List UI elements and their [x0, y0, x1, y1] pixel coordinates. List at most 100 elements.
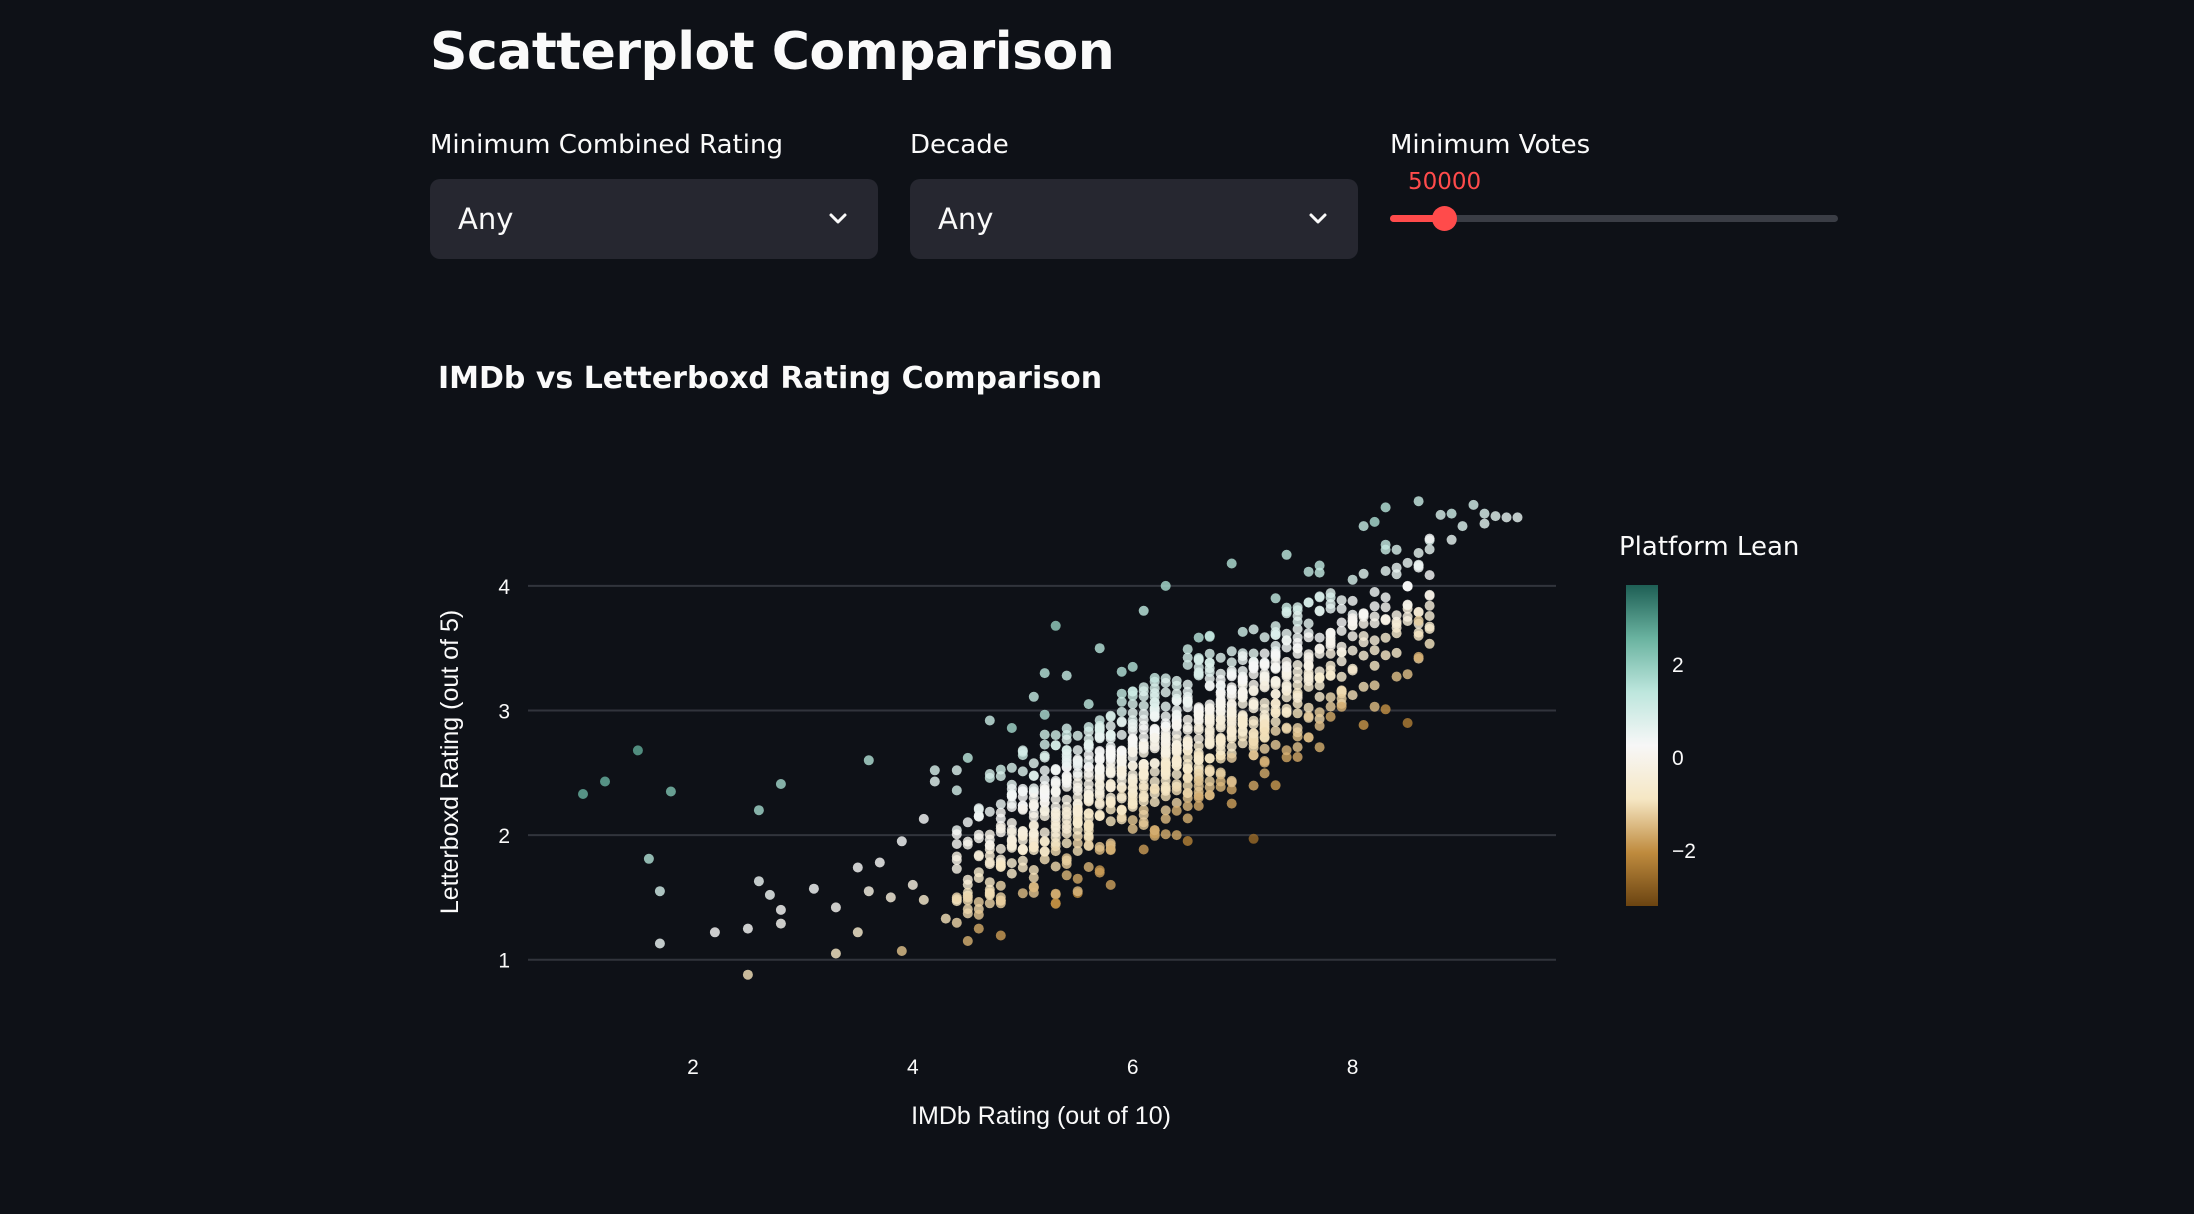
- scatter-point: [1336, 625, 1347, 636]
- scatter-point: [1215, 715, 1226, 725]
- scatter-point: [1292, 742, 1303, 753]
- scatter-point: [1050, 740, 1061, 751]
- scatter-point: [1094, 799, 1105, 810]
- scatter-point: [1061, 734, 1072, 745]
- scatter-point: [1358, 650, 1369, 661]
- scatter-point: [1424, 621, 1435, 632]
- scatter-point: [1303, 618, 1314, 629]
- decade-select[interactable]: Any: [910, 179, 1358, 259]
- scatter-point: [1336, 693, 1347, 704]
- scatter-point: [1182, 763, 1193, 774]
- scatter-point: [1072, 824, 1083, 835]
- scatter-point: [1006, 762, 1017, 773]
- scatter-point: [1149, 688, 1160, 699]
- scatter-point: [1149, 672, 1160, 683]
- scatter-point: [1105, 766, 1116, 777]
- scatter-point: [1281, 752, 1292, 763]
- scatter-point: [1215, 745, 1226, 756]
- scatter-point: [1270, 675, 1281, 686]
- scatter-point: [1270, 640, 1281, 651]
- votes-slider-track[interactable]: [1390, 206, 1838, 231]
- scatter-point: [1193, 755, 1204, 766]
- scatter-point: [995, 880, 1006, 891]
- scatter-point: [1336, 595, 1347, 606]
- scatter-point: [1479, 518, 1490, 529]
- scatter-point: [1204, 776, 1215, 787]
- scatter-point: [1336, 685, 1347, 696]
- scatter-point: [775, 918, 786, 929]
- scatter-point: [1226, 798, 1237, 809]
- scatter-point: [1468, 499, 1479, 510]
- scatter-point: [1380, 650, 1391, 661]
- scatter-point: [1149, 758, 1160, 768]
- scatter-point: [1127, 815, 1138, 826]
- scatter-point: [1039, 854, 1050, 865]
- scatter-point: [973, 909, 984, 920]
- scatter-point: [1149, 825, 1160, 836]
- scatter-point: [1237, 666, 1248, 676]
- scatter-point: [984, 859, 995, 870]
- scatter-point: [1072, 873, 1083, 884]
- scatter-point: [1347, 631, 1358, 642]
- scatter-point: [896, 946, 907, 956]
- scatter-point: [1303, 649, 1314, 660]
- scatter-point: [1270, 593, 1281, 604]
- scatter-point: [973, 897, 984, 907]
- scatter-point: [1424, 544, 1435, 555]
- rating-select[interactable]: Any: [430, 179, 878, 259]
- scatter-point: [1138, 809, 1149, 820]
- scatter-point: [1248, 750, 1259, 761]
- scatter-point: [1347, 645, 1358, 656]
- scatter-point: [1314, 591, 1325, 602]
- scatter-point: [1248, 697, 1259, 707]
- scatter-point: [1138, 844, 1149, 855]
- scatter-point: [1160, 805, 1171, 816]
- scatter-point: [1347, 574, 1358, 585]
- scatter-point: [1138, 724, 1149, 735]
- scatter-point: [962, 817, 973, 828]
- scatter-point: [1248, 648, 1259, 659]
- scatter-point: [1105, 816, 1116, 827]
- scatter-point: [995, 813, 1006, 824]
- scatter-point: [1380, 614, 1391, 625]
- scatter-point: [1248, 686, 1259, 697]
- votes-slider-fill: [1390, 215, 1444, 222]
- scatter-point: [1259, 768, 1270, 779]
- scatter-point: [1281, 692, 1292, 703]
- scatter-point: [1270, 739, 1281, 750]
- scatter-point: [1391, 610, 1402, 621]
- scatter-point: [1083, 841, 1094, 851]
- votes-slider-thumb[interactable]: [1431, 206, 1457, 231]
- scatter-point: [1039, 827, 1050, 838]
- scatter-point: [1050, 888, 1061, 899]
- scatter-point: [1061, 820, 1072, 830]
- scatter-point: [1193, 670, 1204, 681]
- scatter-point: [1270, 725, 1281, 736]
- scatter-point: [1204, 790, 1215, 801]
- scatter-point: [1259, 632, 1270, 643]
- scatter-point: [1050, 620, 1061, 631]
- scatter-point: [1369, 701, 1380, 712]
- scatter-point: [1182, 740, 1193, 751]
- scatter-point: [1149, 732, 1160, 743]
- scatter-point: [1160, 785, 1171, 796]
- scatter-point: [1171, 720, 1182, 731]
- scatter-point: [1369, 645, 1380, 656]
- scatter-point: [1039, 774, 1050, 785]
- scatter-point: [1050, 809, 1061, 819]
- scatter-point: [1259, 660, 1270, 671]
- scatter-point: [1237, 726, 1248, 737]
- scatter-point: [962, 752, 973, 763]
- scatter-point: [1193, 792, 1204, 803]
- scatter-point: [1281, 680, 1292, 690]
- scatter-point: [1435, 509, 1446, 520]
- scatter-point: [973, 851, 984, 862]
- scatter-point: [1138, 691, 1149, 702]
- scatter-point: [1424, 611, 1435, 621]
- scatter-point: [1072, 838, 1083, 849]
- scatter-point: [1050, 820, 1061, 831]
- scatter-point: [1391, 544, 1402, 555]
- scatter-point: [1182, 686, 1193, 697]
- votes-slider-value: 50000: [1408, 169, 1482, 195]
- scatter-point: [918, 813, 929, 824]
